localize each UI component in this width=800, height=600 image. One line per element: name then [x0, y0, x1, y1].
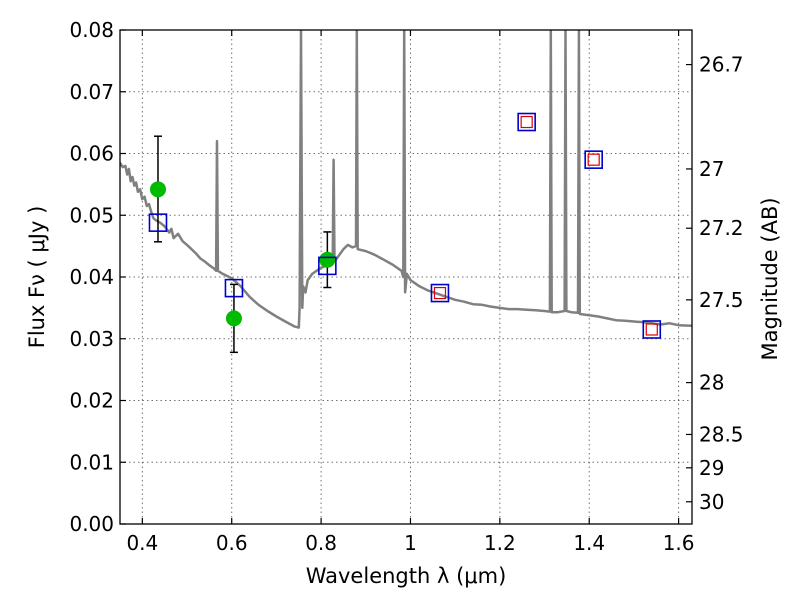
- y-tick-label: 0.07: [69, 80, 114, 104]
- right-tick-label: 28.5: [699, 422, 744, 446]
- data-marks: [148, 112, 662, 354]
- model-flux-marker: [642, 320, 662, 339]
- model-flux-marker: [224, 278, 244, 298]
- axis-ticks: 0.4 0.6 0.8 1 1.2 1.4 1.6 0.00 0.01 0.02 0.03 0.04 0…: [69, 18, 743, 555]
- x-tick-label: 1.6: [663, 531, 695, 555]
- limit-marker: [587, 153, 600, 166]
- right-tick-label: 28: [699, 371, 724, 395]
- y-tick-label: 0.06: [69, 142, 114, 166]
- x-tick-label: 0.8: [305, 531, 337, 555]
- y-tick-label: 0.05: [69, 203, 114, 227]
- x-tick-label: 0.6: [216, 531, 248, 555]
- y-axis-label: Flux Fν ( μJy ): [25, 206, 49, 349]
- y-tick-label: 0.04: [69, 265, 114, 289]
- model-sed-line: [120, 30, 692, 329]
- x-tick-label: 1.4: [573, 531, 605, 555]
- y-axis-right-label: Magnitude (AB): [758, 197, 782, 360]
- model-flux-marker: [517, 112, 536, 132]
- model-flux-marker: [148, 213, 168, 232]
- y-tick-label: 0.08: [69, 18, 114, 42]
- limit-marker: [520, 115, 533, 129]
- y-tick-label: 0.01: [69, 450, 114, 474]
- model-flux-marker: [584, 150, 603, 169]
- observed-marker: [319, 251, 336, 268]
- observed-marker: [225, 310, 242, 327]
- observed-point: [319, 231, 336, 289]
- x-axis-label: Wavelength λ (μm): [306, 564, 507, 588]
- right-tick-label: 30: [699, 490, 724, 514]
- right-tick-label: 29: [699, 456, 724, 480]
- right-tick-label: 27: [699, 157, 724, 181]
- right-tick-label: 27.2: [699, 216, 744, 240]
- limit-marker: [433, 286, 447, 300]
- x-tick-label: 1.2: [484, 531, 516, 555]
- model-flux-marker: [430, 283, 450, 303]
- observed-point: [225, 283, 242, 354]
- y-tick-label: 0.00: [69, 512, 114, 536]
- limit-marker: [645, 323, 658, 336]
- right-tick-label: 27.5: [699, 288, 744, 312]
- observed-point: [149, 135, 166, 243]
- y-tick-label: 0.02: [69, 389, 114, 413]
- y-tick-label: 0.03: [69, 327, 114, 351]
- model-flux-marker: [318, 256, 337, 276]
- x-tick-label: 0.4: [126, 531, 158, 555]
- observed-marker: [149, 181, 166, 198]
- x-tick-label: 1: [404, 531, 417, 555]
- right-tick-label: 26.7: [699, 53, 744, 77]
